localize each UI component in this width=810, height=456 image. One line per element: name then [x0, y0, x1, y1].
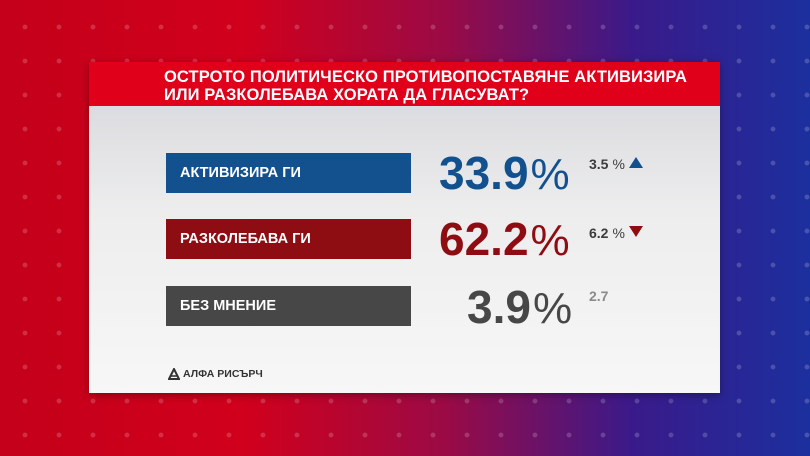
poll-card: ОСТРОТО ПОЛИТИЧЕСКО ПРОТИВОПОСТАВЯНЕ АКТ… [89, 62, 720, 393]
percent-sign: % [530, 216, 570, 265]
value-number: 3.9 [467, 281, 531, 333]
change-activates: 3.5% [589, 156, 643, 172]
title-band: ОСТРОТО ПОЛИТИЧЕСКО ПРОТИВОПОСТАВЯНЕ АКТ… [89, 62, 720, 106]
value-activates: 33.9% [439, 150, 689, 198]
change-value: 6.2 [589, 225, 609, 241]
alpha-research-logo-icon [168, 368, 180, 380]
percent-sign: % [532, 284, 573, 333]
arrow-down-icon [628, 226, 643, 237]
value-number: 33.9 [439, 147, 529, 199]
change-value: 2.7 [589, 288, 609, 304]
value-number: 62.2 [439, 213, 529, 265]
change-discourages: 6.2% [589, 225, 643, 241]
alpha-research-logo: АЛФА РИСЪРЧ [168, 368, 263, 380]
change-percent-sign: % [612, 225, 625, 241]
row-label-activates: АКТИВИЗИРА ГИ [166, 153, 411, 193]
value-discourages: 62.2% [439, 216, 689, 264]
arrow-up-icon [628, 157, 643, 168]
logo-text: АЛФА РИСЪРЧ [183, 368, 263, 380]
row-label-no-opinion: БЕЗ МНЕНИЕ [166, 286, 411, 326]
change-percent-sign: % [612, 156, 625, 172]
percent-sign: % [530, 150, 570, 199]
title-line-1: ОСТРОТО ПОЛИТИЧЕСКО ПРОТИВОПОСТАВЯНЕ АКТ… [164, 68, 688, 86]
title-line-2: ИЛИ РАЗКОЛЕБАВА ХОРАТА ДА ГЛАСУВАТ? [164, 86, 530, 104]
change-value: 3.5 [589, 156, 609, 172]
row-label-discourages: РАЗКОЛЕБАВА ГИ [166, 219, 411, 259]
value-no-opinion: 3.9% [467, 284, 717, 332]
change-no-opinion: 2.7 [589, 288, 608, 304]
